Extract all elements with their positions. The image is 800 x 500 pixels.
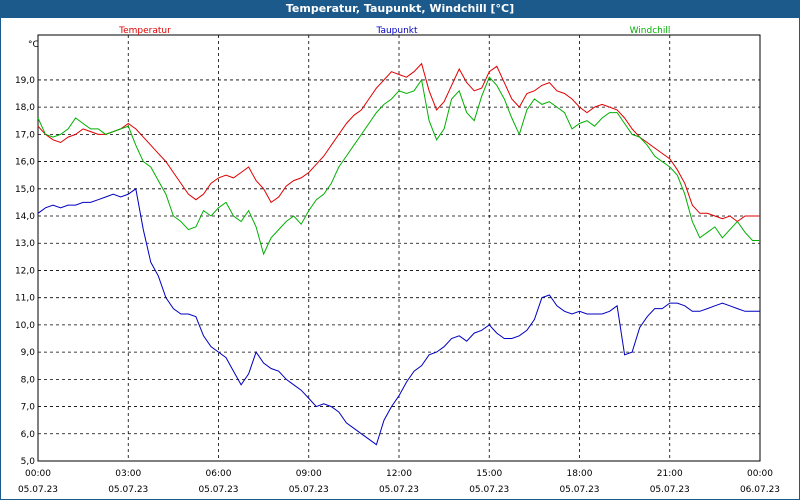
y-tick-label: 10,0 <box>15 321 35 331</box>
y-tick-label: 9,0 <box>21 348 36 358</box>
legend-windchill: Windchill <box>630 26 671 36</box>
x-tick-time: 21:00 <box>657 469 683 479</box>
grid-lines <box>38 35 760 462</box>
legend-temperatur: Temperatur <box>118 26 171 36</box>
y-tick-label: 11,0 <box>15 294 35 304</box>
x-tick-date: 05.07.23 <box>650 485 690 495</box>
x-tick-date: 05.07.23 <box>379 485 419 495</box>
x-tick-date: 05.07.23 <box>198 485 238 495</box>
y-tick-label: 18,0 <box>15 103 35 113</box>
y-tick-label: 17,0 <box>15 130 35 140</box>
x-tick-time: 15:00 <box>476 469 502 479</box>
y-axis-ticks: 5,0 6,0 7,0 8,0 9,0 10,0 11,0 12,0 13,0 14,0 15,0 1… <box>15 76 35 467</box>
x-tick-time: 12:00 <box>386 469 412 479</box>
y-tick-label: 8,0 <box>21 375 36 385</box>
x-tick-date: 05.07.23 <box>469 485 509 495</box>
x-tick-time: 00:00 <box>747 469 773 479</box>
y-tick-label: 13,0 <box>15 239 35 249</box>
y-tick-label: 15,0 <box>15 185 35 195</box>
series-line-taupunkt <box>37 187 760 446</box>
x-tick-date: 05.07.23 <box>559 485 599 495</box>
series-lines <box>37 62 760 446</box>
x-axis-ticks: 00:00 05.07.23 03:00 05.07.23 06:00 05.07.23 0… <box>18 469 780 495</box>
y-tick-label: 19,0 <box>15 76 35 86</box>
y-tick-label: 14,0 <box>15 212 35 222</box>
x-tick-date: 06.07.23 <box>740 485 780 495</box>
x-tick-time: 00:00 <box>25 469 51 479</box>
y-tick-label: 5,0 <box>21 457 36 467</box>
y-tick-label: 16,0 <box>15 158 35 168</box>
y-axis-unit-label: °C <box>28 40 39 50</box>
x-tick-time: 09:00 <box>296 469 322 479</box>
y-tick-label: 6,0 <box>21 430 36 440</box>
series-line-windchill <box>37 76 760 256</box>
chart-title: Temperatur, Taupunkt, Windchill [°C] <box>0 0 800 18</box>
legend-taupunkt: Taupunkt <box>375 26 418 36</box>
x-tick-time: 18:00 <box>567 469 593 479</box>
y-tick-label: 12,0 <box>15 266 35 276</box>
plot-area <box>37 34 761 462</box>
x-tick-date: 05.07.23 <box>289 485 329 495</box>
x-tick-time: 03:00 <box>115 469 141 479</box>
x-tick-date: 05.07.23 <box>18 485 58 495</box>
x-tick-time: 06:00 <box>206 469 232 479</box>
x-tick-date: 05.07.23 <box>108 485 148 495</box>
y-tick-label: 7,0 <box>21 403 36 413</box>
